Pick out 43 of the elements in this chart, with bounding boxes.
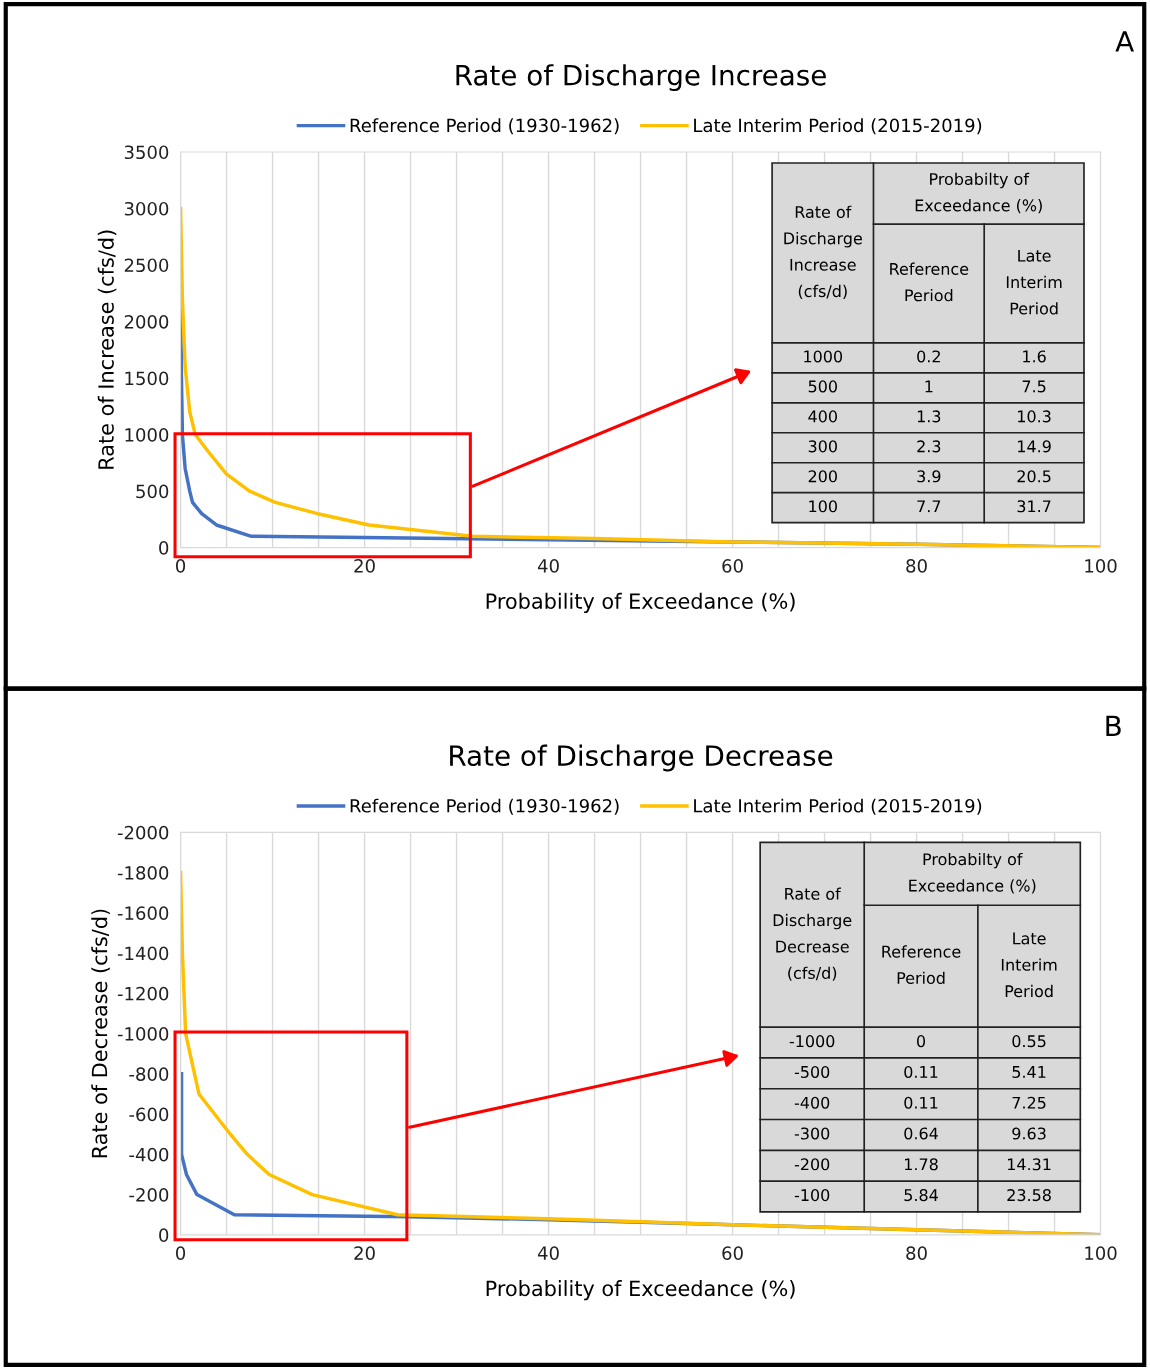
x-tick-label: 60: [722, 559, 743, 573]
x-tick-label: 80: [906, 559, 927, 573]
chart-title: Rate of Discharge Increase: [456, 64, 826, 92]
y-tick-label: 1500: [125, 371, 169, 386]
text: B: [1106, 715, 1121, 736]
x-tick-label: 100: [1085, 1246, 1117, 1260]
y-tick-label: 2500: [124, 258, 169, 273]
y-axis-title: Rate of Increase (cfs/d): [97, 230, 117, 469]
x-tick-label: 0: [176, 1246, 186, 1260]
x-tick-label: 100: [1085, 559, 1117, 573]
x-axis-title: Probability of Exceedance (%): [486, 592, 795, 614]
y-tick-label: -1200: [117, 986, 169, 1001]
x-tick-label: 40: [537, 1246, 559, 1260]
x-tick-label: 20: [354, 559, 375, 573]
y-tick-label: -1000: [117, 1027, 169, 1041]
y-tick-label: -200: [129, 1188, 169, 1202]
legend-label: Late Interim Period (2015-2019): [694, 118, 982, 135]
y-tick-label: -600: [129, 1107, 169, 1122]
legend-label: Reference Period (1930-1962): [350, 118, 619, 135]
y-tick-label: -2000: [117, 825, 169, 840]
y-tick-label: -1600: [117, 906, 169, 920]
y-tick-label: 0: [159, 1228, 169, 1242]
y-tick-label: 500: [136, 484, 169, 499]
x-tick-label: 60: [722, 1246, 743, 1260]
y-tick-label: 0: [159, 541, 169, 555]
legend-label: Late Interim Period (2015-2019): [694, 798, 982, 815]
x-tick-label: 0: [176, 559, 186, 573]
y-tick-label: 3000: [124, 201, 169, 216]
y-axis-title: Rate of Decrease (cfs/d): [91, 909, 110, 1158]
text: A: [1115, 31, 1134, 52]
x-axis-title: Probability of Exceedance (%): [486, 1280, 795, 1301]
legend-label: Reference Period (1930-1962): [350, 798, 619, 815]
y-tick-label: -1800: [117, 866, 169, 880]
x-tick-label: 80: [906, 1246, 927, 1260]
y-tick-label: -1400: [117, 946, 169, 961]
y-tick-label: 1000: [125, 428, 169, 442]
x-tick-label: 20: [354, 1246, 375, 1260]
y-tick-label: -800: [129, 1067, 169, 1081]
y-tick-label: 3500: [124, 145, 169, 160]
chart-title: Rate of Discharge Decrease: [450, 744, 833, 772]
y-tick-label: -400: [129, 1147, 169, 1162]
y-tick-label: 2000: [124, 314, 169, 329]
x-tick-label: 40: [537, 559, 559, 573]
